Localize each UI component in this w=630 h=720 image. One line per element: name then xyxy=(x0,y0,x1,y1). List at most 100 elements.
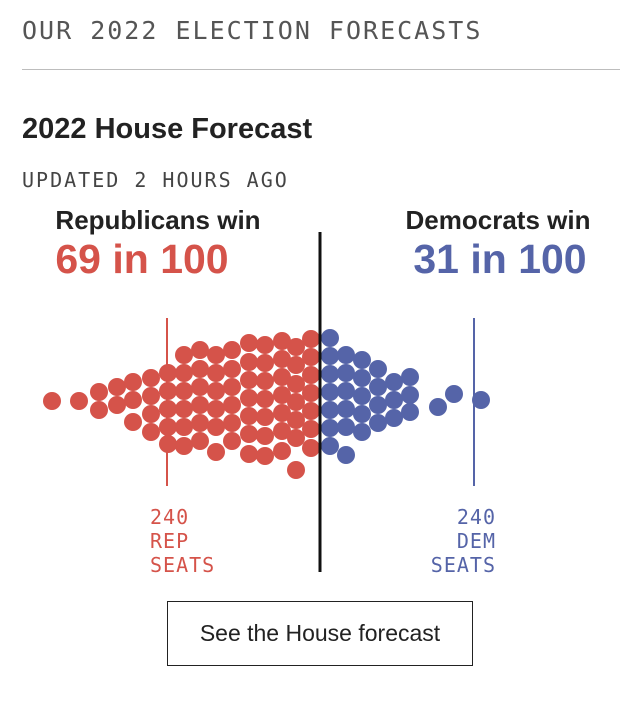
updated-timestamp: UPDATED 2 HOURS AGO xyxy=(22,168,289,192)
republican-outcome-dot xyxy=(256,427,274,445)
republican-outcome-dot xyxy=(191,396,209,414)
democratic-outcome-dot xyxy=(353,351,371,369)
republican-outcome-dot xyxy=(240,389,258,407)
republican-outcome-dot xyxy=(273,442,291,460)
rep-seats-word: SEATS xyxy=(150,553,216,577)
republican-outcome-dot xyxy=(142,423,160,441)
republican-outcome-dot xyxy=(207,418,225,436)
republican-outcome-dot xyxy=(256,408,274,426)
republican-outcome-dot xyxy=(207,364,225,382)
republican-outcome-dot xyxy=(223,341,241,359)
dem-seats-marker-label: 240 DEM SEATS xyxy=(400,505,496,577)
republicans-odds: 69 in 100 xyxy=(55,236,229,282)
republican-outcome-dot xyxy=(159,418,177,436)
democratic-outcome-dot xyxy=(321,419,339,437)
republican-outcome-dot xyxy=(175,418,193,436)
democratic-outcome-dot xyxy=(429,398,447,416)
democratic-outcome-dot xyxy=(337,382,355,400)
republican-outcome-dot xyxy=(223,414,241,432)
republican-outcome-dot xyxy=(302,330,320,348)
democratic-outcome-dot xyxy=(321,365,339,383)
republican-outcome-dot xyxy=(287,338,305,356)
forecast-title[interactable]: 2022 House Forecast xyxy=(22,113,313,145)
democrats-odds: 31 in 100 xyxy=(413,236,587,282)
republican-outcome-dot xyxy=(256,354,274,372)
header-divider xyxy=(22,69,620,70)
republican-outcome-dot xyxy=(207,443,225,461)
republican-outcome-dot xyxy=(240,371,258,389)
republican-outcome-dot xyxy=(273,404,291,422)
republican-outcome-dot xyxy=(240,445,258,463)
dem-seats-number: 240 xyxy=(456,505,496,529)
democratic-outcome-dot xyxy=(337,346,355,364)
republican-outcome-dot xyxy=(191,432,209,450)
democratic-outcome-dot xyxy=(321,383,339,401)
republican-outcome-dot xyxy=(240,353,258,371)
republican-outcome-dot xyxy=(90,383,108,401)
republican-outcome-dot xyxy=(287,461,305,479)
republican-outcome-dot xyxy=(90,401,108,419)
republican-outcome-dot xyxy=(223,360,241,378)
democratic-outcome-dot xyxy=(472,391,490,409)
republican-outcome-dot xyxy=(287,411,305,429)
dem-seats-word: SEATS xyxy=(430,553,496,577)
democratic-outcome-dot xyxy=(337,446,355,464)
republican-outcome-dot xyxy=(191,378,209,396)
republican-outcome-dot xyxy=(159,364,177,382)
republican-outcome-dot xyxy=(124,373,142,391)
democratic-outcome-dot xyxy=(401,386,419,404)
republican-outcome-dot xyxy=(223,378,241,396)
democratic-outcome-dot xyxy=(369,378,387,396)
see-house-forecast-button[interactable]: See the House forecast xyxy=(167,601,473,666)
republican-outcome-dot xyxy=(223,396,241,414)
dem-seats-party: DEM xyxy=(456,529,496,553)
democratic-outcome-dot xyxy=(321,329,339,347)
republican-outcome-dot xyxy=(302,348,320,366)
republican-outcome-dot xyxy=(240,407,258,425)
republican-outcome-dot xyxy=(302,366,320,384)
republican-outcome-dot xyxy=(287,393,305,411)
republican-outcome-dot xyxy=(302,402,320,420)
republican-outcome-dot xyxy=(159,435,177,453)
rep-seats-party: REP xyxy=(150,529,190,553)
republican-outcome-dot xyxy=(142,387,160,405)
republican-outcome-dot xyxy=(175,346,193,364)
democratic-outcome-dot xyxy=(321,347,339,365)
republican-outcome-dot xyxy=(273,350,291,368)
republican-outcome-dot xyxy=(108,378,126,396)
republican-outcome-dot xyxy=(256,390,274,408)
democratic-outcome-dot xyxy=(337,418,355,436)
republican-outcome-dot xyxy=(142,369,160,387)
rep-seats-marker-label: 240 REP SEATS xyxy=(150,505,215,577)
republican-outcome-dot xyxy=(175,364,193,382)
republican-outcome-dot xyxy=(191,414,209,432)
democratic-outcome-dot xyxy=(369,396,387,414)
outcome-dots xyxy=(43,329,490,479)
republican-outcome-dot xyxy=(302,439,320,457)
democratic-outcome-dot xyxy=(385,391,403,409)
democratic-outcome-dot xyxy=(401,403,419,421)
republican-outcome-dot xyxy=(207,346,225,364)
republican-outcome-dot xyxy=(159,382,177,400)
republican-outcome-dot xyxy=(223,432,241,450)
democratic-outcome-dot xyxy=(321,437,339,455)
republican-outcome-dot xyxy=(273,386,291,404)
republican-outcome-dot xyxy=(256,372,274,390)
democratic-outcome-dot xyxy=(353,423,371,441)
section-header: OUR 2022 ELECTION FORECASTS xyxy=(22,16,483,45)
republican-outcome-dot xyxy=(287,356,305,374)
republican-outcome-dot xyxy=(142,405,160,423)
democratic-outcome-dot xyxy=(385,409,403,427)
democratic-outcome-dot xyxy=(401,368,419,386)
republican-outcome-dot xyxy=(124,391,142,409)
republican-outcome-dot xyxy=(256,336,274,354)
republican-outcome-dot xyxy=(108,396,126,414)
republican-outcome-dot xyxy=(287,429,305,447)
republican-outcome-dot xyxy=(273,422,291,440)
democratic-outcome-dot xyxy=(445,385,463,403)
republican-outcome-dot xyxy=(302,384,320,402)
republican-outcome-dot xyxy=(70,392,88,410)
democratic-outcome-dot xyxy=(385,373,403,391)
republican-outcome-dot xyxy=(240,425,258,443)
